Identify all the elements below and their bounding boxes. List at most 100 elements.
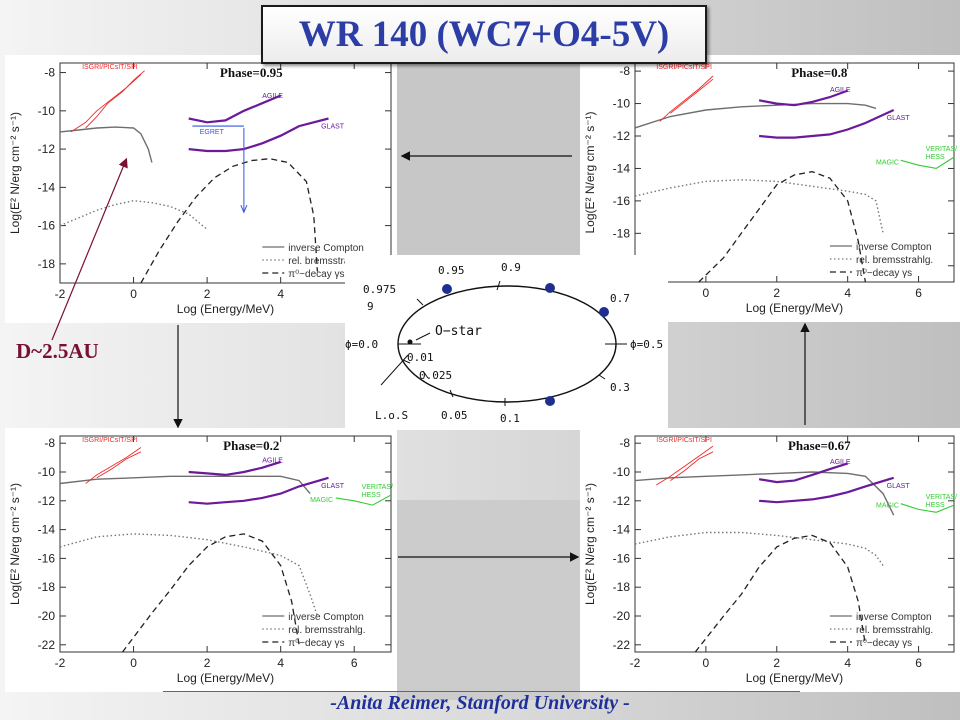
series-integral — [656, 445, 714, 486]
y-tick-label: -18 — [38, 580, 56, 594]
x-tick-label: 2 — [204, 287, 211, 301]
orbit-label-0.01: 0.01 — [407, 351, 434, 364]
series-integral — [85, 447, 142, 484]
label-agile: AGILE — [262, 458, 283, 465]
plot-frame — [59, 62, 392, 284]
legend-label: rel. bremsstrahlg. — [856, 255, 933, 266]
y-tick-label: -10 — [613, 97, 631, 111]
x-tick-label: -2 — [55, 287, 66, 301]
phase-0.3-tick — [598, 374, 606, 380]
phase-0.9-tick — [496, 280, 501, 291]
phase-0.025-tick — [422, 370, 429, 379]
legend-label: inverse Compton — [856, 242, 932, 253]
y-tick-label: -12 — [613, 129, 631, 143]
x-axis-label: Log (Energy/MeV) — [746, 301, 843, 315]
x-tick-label: 4 — [844, 286, 851, 300]
x-tick-label: 0 — [130, 656, 137, 670]
y-tick-label: -8 — [619, 64, 630, 78]
series-glast — [759, 109, 895, 139]
x-tick-label: 6 — [351, 656, 358, 670]
orbit-point-0.9 — [545, 283, 555, 293]
distance-label: D~2.5AU — [16, 339, 99, 363]
orbit-label-0.95: 0.95 — [438, 264, 465, 277]
x-tick-label: 0 — [130, 287, 137, 301]
y-tick-label: -16 — [613, 551, 631, 565]
orbit-label-0.3: 0.3 — [610, 381, 630, 394]
y-tick-label: -10 — [613, 465, 631, 479]
label-magic: MAGIC — [876, 503, 899, 510]
label-egret: EGRET — [200, 129, 225, 136]
y-axis-label: Log(E² N/erg cm⁻² s⁻¹) — [8, 483, 22, 605]
series-pion — [140, 158, 319, 284]
y-tick-label: -22 — [613, 638, 631, 652]
orbit-point-0.7 — [599, 307, 609, 317]
y-axis-label: Log(E² N/erg cm⁻² s⁻¹) — [583, 111, 597, 233]
sed-panel-phase-0.67: -2 0 2 4 6 -22 -20 -18 -16 -14 -12 -10 -8 Log (Energy… — [580, 428, 960, 692]
label-glast: GLAST — [321, 123, 345, 130]
legend-label: rel. bremsstrahlg. — [288, 256, 365, 267]
label-agile: AGILE — [830, 459, 851, 466]
legend-label: π⁰−decay γs — [288, 269, 344, 280]
series-vhe — [900, 156, 955, 169]
x-axis-label: Log (Energy/MeV) — [177, 671, 274, 685]
y-tick-label: -10 — [38, 104, 56, 118]
x-tick-label: 4 — [277, 656, 284, 670]
y-tick-label: -18 — [613, 580, 631, 594]
y-tick-label: -8 — [44, 436, 55, 450]
label-integral: ISGRI/PICsIT/SPI — [656, 64, 712, 71]
label-magic: MAGIC — [876, 159, 899, 166]
x-tick-label: 6 — [915, 286, 922, 300]
series-integral — [659, 75, 714, 122]
series-agile — [758, 462, 849, 484]
label-veritas: VERITAS/ — [926, 494, 957, 501]
plot-frame — [59, 435, 392, 653]
orbit-label-0.025: 0.025 — [419, 369, 452, 382]
x-tick-label: 4 — [277, 287, 284, 301]
series-integral — [70, 74, 142, 133]
series-vhe — [900, 503, 955, 513]
orbit-label-0.1: 0.1 — [500, 412, 520, 425]
sed-panel-phase-0.2: -2 0 2 4 6 -22 -20 -18 -16 -14 -12 -10 -8 Log (Energy… — [5, 428, 397, 692]
orbit-diagram: 0.95 0.9 0.975 9 0.7 ϕ=0.0 0.01 ϕ=0.5 0.… — [345, 255, 668, 430]
series-agile — [188, 460, 282, 477]
y-tick-label: -16 — [38, 551, 56, 565]
orbit-label-0.7: 0.7 — [610, 292, 630, 305]
legend-label: rel. bremsstrahlg. — [288, 625, 365, 636]
phase-label: Phase=0.67 — [788, 438, 851, 453]
y-tick-label: -14 — [613, 161, 631, 175]
label-integral: ISGRI/PICsIT/SPI — [656, 437, 712, 444]
credit-line: -Anita Reimer, Stanford University - — [330, 692, 630, 714]
series-ic — [634, 102, 877, 129]
o-star-pointer — [415, 332, 431, 341]
legend-label: π⁰−decay γs — [288, 638, 344, 649]
x-tick-label: 6 — [915, 656, 922, 670]
legend-label: inverse Compton — [288, 243, 364, 254]
phase-label: Phase=0.8 — [791, 65, 848, 80]
label-magic: MAGIC — [310, 497, 333, 504]
orbit-label-0.975: 0.975 — [363, 283, 396, 296]
y-tick-label: -10 — [38, 465, 56, 479]
orbit-label-0.9: 0.9 — [501, 261, 521, 274]
series-vhe — [335, 494, 392, 506]
series-glast — [188, 117, 329, 153]
y-axis-label: Log(E² N/erg cm⁻² s⁻¹) — [8, 112, 22, 234]
phase-label: Phase=0.95 — [220, 65, 283, 80]
series-ic — [59, 475, 311, 495]
x-axis-label: Log (Energy/MeV) — [177, 302, 274, 316]
orbit-point-0.3 — [545, 396, 555, 406]
series-brems — [59, 199, 208, 230]
legend-label: π⁰−decay γs — [856, 268, 912, 279]
series-agile — [188, 94, 282, 124]
series-ic — [634, 471, 895, 516]
series-integral — [670, 78, 714, 114]
phase-0.975-tick — [416, 298, 424, 306]
x-tick-label: 0 — [703, 286, 710, 300]
label-hess: HESS — [926, 502, 945, 509]
o-star-marker — [407, 339, 413, 345]
